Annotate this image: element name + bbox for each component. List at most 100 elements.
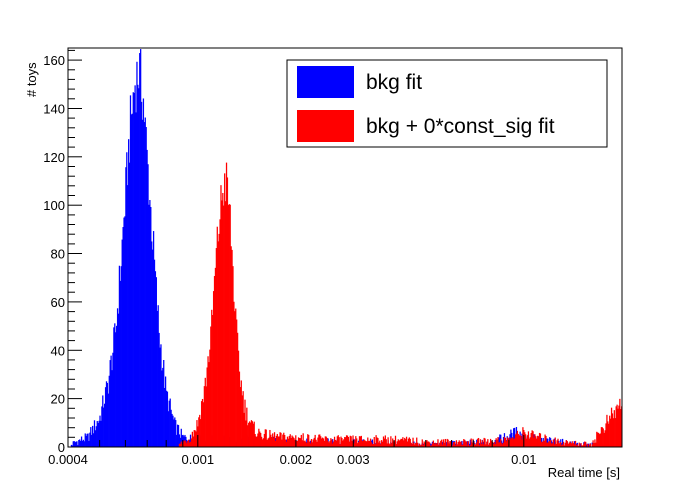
histogram-bin [302,433,304,447]
histogram-bin [585,441,587,447]
histogram-bin [557,438,559,447]
histogram-bin [524,432,526,447]
histogram-bin [357,443,359,447]
histogram-bin [395,444,398,447]
histogram-bin [228,204,230,447]
histogram-bin [538,432,541,447]
histogram-bin [601,427,603,447]
histogram-bin [291,435,293,447]
histogram-bin [429,443,432,447]
histogram-bin [141,119,144,448]
histogram-bin [537,436,540,447]
histogram-bin [414,444,416,447]
histogram-bin [335,440,338,447]
histogram-bin [615,406,617,447]
histogram-bin [83,441,85,447]
histogram-bin [419,445,422,447]
histogram-bin [338,437,340,447]
histogram-bin [609,415,611,447]
histogram-bin [460,441,462,447]
histogram-bin [405,439,407,447]
histogram-bin [559,443,561,447]
histogram-bin [255,437,257,447]
histogram-bin [598,434,601,447]
histogram-bin [268,437,270,447]
histogram-bin [595,442,597,447]
histogram-bin [183,440,185,447]
histogram-bin [432,440,434,447]
histogram-bin [376,437,378,447]
histogram-bin [341,437,343,447]
histogram-bin [171,413,173,447]
histogram-bin [578,442,580,447]
histogram-bin [331,439,333,447]
histogram-bin [132,92,134,447]
histogram-bin [208,362,210,447]
histogram-bin [429,442,431,447]
histogram-bin [167,411,169,447]
histogram-bin [367,437,369,447]
histogram-bin [93,420,96,447]
histogram-bin [91,434,93,447]
histogram-bin [378,442,380,447]
histogram-bin [70,444,73,447]
histogram-bin [163,360,165,447]
histogram-bin [490,440,493,447]
histogram-bin [438,445,440,447]
histogram-bin [186,443,188,447]
histogram-bin [202,402,205,447]
histogram-bin [110,355,112,447]
histogram-bin [386,443,388,447]
histogram-bin [98,420,100,447]
histogram-bin [308,441,311,447]
histogram-bin [227,205,230,447]
histogram-bin [164,387,166,447]
histogram-bin [92,433,95,447]
histogram-bin [175,420,177,447]
histogram-bin [479,439,482,447]
histogram-bin [191,431,193,447]
histogram-bin [203,386,205,447]
histogram-bin [527,431,530,447]
histogram-bin [535,436,537,447]
histogram-bin [381,440,383,447]
histogram-bin [162,367,164,447]
histogram-bin [355,436,357,447]
histogram-bin [275,435,278,447]
histogram-bin [333,441,335,447]
histogram-bin [610,418,612,447]
histogram-bin [561,445,563,447]
histogram-bin [99,415,101,447]
histogram-bin [326,437,328,447]
histogram-bin [603,432,605,447]
y-axis-label: # toys [24,62,39,97]
histogram-bin [381,442,384,447]
histogram-bin [403,440,405,447]
histogram-bin [73,441,75,447]
histogram-bin [605,423,607,447]
histogram-bin [104,403,106,447]
y-tick-label: 40 [51,343,65,358]
histogram-bin [537,435,539,447]
histogram-bin [77,445,79,447]
histogram-bin [433,443,435,447]
histogram-bin [143,122,145,447]
histogram-bin [101,406,103,447]
histogram-bin [366,441,368,447]
histogram-bin [229,204,231,447]
histogram-bin [442,439,445,447]
histogram-bin [116,325,118,447]
histogram-bin [448,443,450,447]
histogram-bin [413,443,415,447]
histogram-bin [82,439,85,447]
histogram-bin [246,407,248,447]
x-tick-label: 0.002 [280,452,313,467]
histogram-bin [336,436,338,447]
histogram-bin [201,398,204,447]
histogram-bin [371,439,374,447]
y-axis: 0 20 40 60 80 100 120 140 160 [43,49,82,455]
histogram-bin [76,441,78,447]
histogram-bin [71,445,73,447]
histogram-bin [220,185,222,447]
histogram-bin [482,444,484,447]
